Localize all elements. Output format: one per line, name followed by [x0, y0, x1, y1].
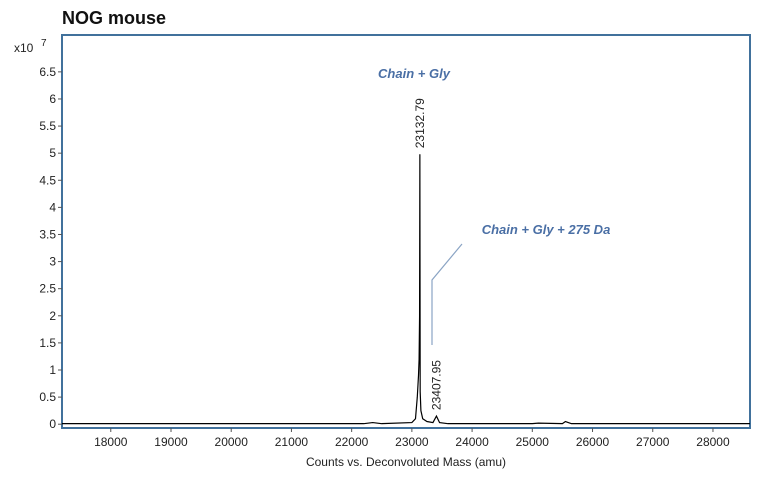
annotation: Chain + Gly + 275 Da	[482, 222, 611, 237]
peak-label: 23407.95	[429, 360, 443, 410]
y-tick-label: 3.5	[39, 227, 56, 241]
x-tick-label: 28000	[696, 435, 730, 449]
annotation: Chain + Gly	[378, 66, 451, 81]
y-tick-label: 3	[49, 255, 56, 269]
y-tick-label: 2.5	[39, 282, 56, 296]
y-tick-label: 4.5	[39, 173, 56, 187]
x-tick-label: 25000	[516, 435, 550, 449]
y-tick-label: 5.5	[39, 119, 56, 133]
y-tick-label: 1.5	[39, 336, 56, 350]
x-tick-label: 20000	[215, 435, 249, 449]
x-tick-label: 27000	[636, 435, 670, 449]
y-tick-label: 2	[49, 309, 56, 323]
x-tick-label: 24000	[455, 435, 489, 449]
y-multiplier: x10	[14, 41, 34, 55]
leader-line	[431, 243, 463, 345]
x-tick-label: 26000	[576, 435, 610, 449]
y-tick-label: 1	[49, 363, 56, 377]
x-tick-label: 21000	[275, 435, 309, 449]
x-tick-label: 23000	[395, 435, 429, 449]
x-axis-label: Counts vs. Deconvoluted Mass (amu)	[306, 455, 506, 469]
y-multiplier-exponent: 7	[41, 38, 47, 49]
x-tick-label: 19000	[154, 435, 188, 449]
x-tick-label: 18000	[94, 435, 128, 449]
spectrum-line	[62, 154, 750, 425]
x-tick-label: 22000	[335, 435, 369, 449]
peak-label: 23132.79	[413, 98, 427, 148]
y-tick-label: 4	[49, 200, 56, 214]
y-tick-label: 6	[49, 92, 56, 106]
y-tick-label: 6.5	[39, 65, 56, 79]
y-tick-label: 0	[49, 417, 56, 431]
y-tick-label: 5	[49, 146, 56, 160]
chart-title: NOG mouse	[62, 8, 166, 28]
y-tick-label: 0.5	[39, 390, 56, 404]
plot-frame	[61, 34, 751, 429]
